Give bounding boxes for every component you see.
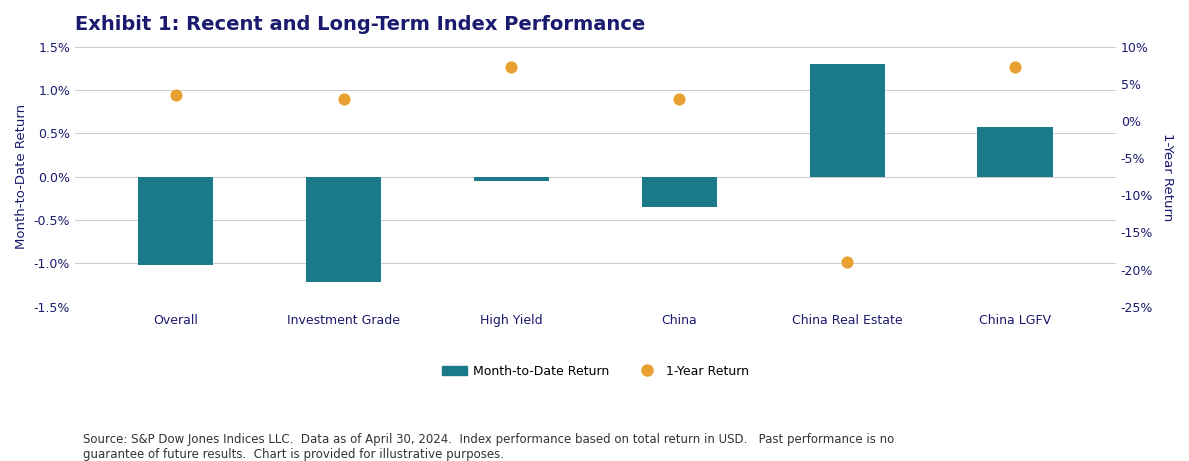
Y-axis label: 1-Year Return: 1-Year Return [1160,133,1174,221]
Bar [138,177,214,265]
Bar [473,177,549,181]
Point [838,259,857,266]
Bar [642,177,717,207]
Y-axis label: Month-to-Date Return: Month-to-Date Return [15,104,29,249]
Text: Exhibit 1: Recent and Long-Term Index Performance: Exhibit 1: Recent and Long-Term Index Pe… [75,15,646,34]
Point [334,95,353,102]
Text: Source: S&P Dow Jones Indices LLC.  Data as of April 30, 2024.  Index performanc: Source: S&P Dow Jones Indices LLC. Data … [83,433,894,461]
Point [502,64,521,71]
Bar [810,64,885,177]
Bar [977,127,1053,177]
Point [1006,64,1025,71]
Legend: Month-to-Date Return, 1-Year Return: Month-to-Date Return, 1-Year Return [438,360,754,383]
Point [669,95,688,102]
Bar [306,177,382,283]
Point [166,91,185,99]
